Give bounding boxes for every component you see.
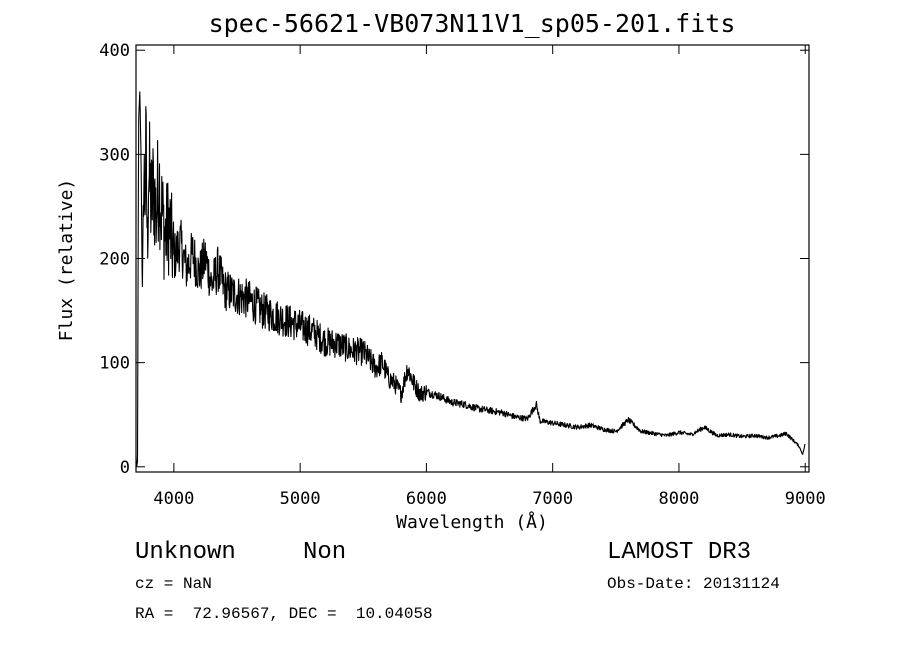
y-tick-label: 400 [99,41,130,61]
flux-series-line [135,91,806,467]
chart-title: spec-56621-VB073N11V1_sp05-201.fits [209,9,736,38]
x-tick-label: 7000 [532,489,573,509]
object-class: Unknown [135,539,236,566]
y-tick-label: 300 [99,145,130,165]
redshift-label: cz = NaN [135,575,212,593]
y-axis-label: Flux (relative) [56,179,77,342]
obs-date-label: Obs-Date: 20131124 [607,575,780,593]
x-axis: 4000 5000 6000 7000 8000 9000 [153,45,826,509]
survey-label: LAMOST DR3 [607,539,752,566]
x-tick-label: 8000 [658,489,699,509]
x-tick-label: 6000 [406,489,447,509]
x-tick-label: 4000 [153,489,194,509]
x-tick-label: 9000 [785,489,826,509]
y-axis: 0 100 200 300 400 [99,41,809,478]
y-tick-label: 100 [99,354,130,374]
coordinates-label: RA = 72.96567, DEC = 10.04058 [135,605,433,623]
object-subclass: Non [303,539,347,566]
y-tick-label: 200 [99,250,130,270]
x-axis-label: Wavelength (Å) [396,511,548,533]
x-tick-label: 5000 [280,489,321,509]
y-tick-label: 0 [120,458,130,478]
